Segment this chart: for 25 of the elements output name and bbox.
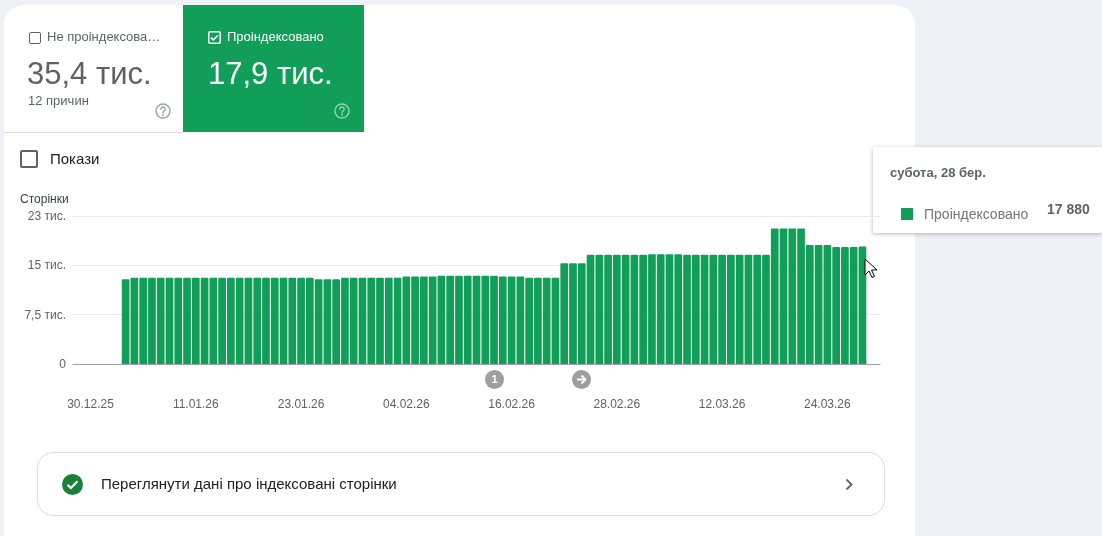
y-tick-label: 15 тис. — [27, 258, 66, 273]
y-tick-label: 0 — [59, 357, 67, 371]
text: 17 880 — [1047, 201, 1090, 218]
bar — [121, 279, 130, 364]
text: Проіндексовано — [227, 29, 324, 44]
text: 35,4 тис. — [27, 55, 152, 92]
y-axis-title: Сторінки — [20, 192, 69, 206]
x-tick-label: 30.12.25 — [67, 397, 115, 411]
x-tick-label: 12.03.26 — [698, 397, 746, 411]
text: субота, 28 бер. — [890, 165, 986, 181]
x-tick-label: 28.02.26 — [593, 397, 641, 411]
x-tick-label: 16.02.26 — [488, 397, 536, 411]
x-tick-label: 11.01.26 — [172, 397, 220, 411]
text: Покази — [50, 150, 100, 168]
x-tick-label: 24.03.26 — [804, 397, 852, 411]
text: Не проіндексова… — [47, 29, 161, 45]
y-tick-label: 23 тис. — [27, 209, 66, 223]
text: 12 причин — [28, 93, 89, 109]
x-tick-label: 23.01.26 — [277, 397, 325, 411]
text: Переглянути дані про індексовані сторінки — [101, 475, 397, 493]
y-tick-label: 7,5 тис. — [24, 307, 66, 322]
x-tick-label: 04.02.26 — [382, 397, 430, 411]
text: 17,9 тис. — [208, 55, 333, 92]
text: 1 — [485, 370, 504, 389]
legend-label: Проіндексовано — [924, 206, 1029, 222]
